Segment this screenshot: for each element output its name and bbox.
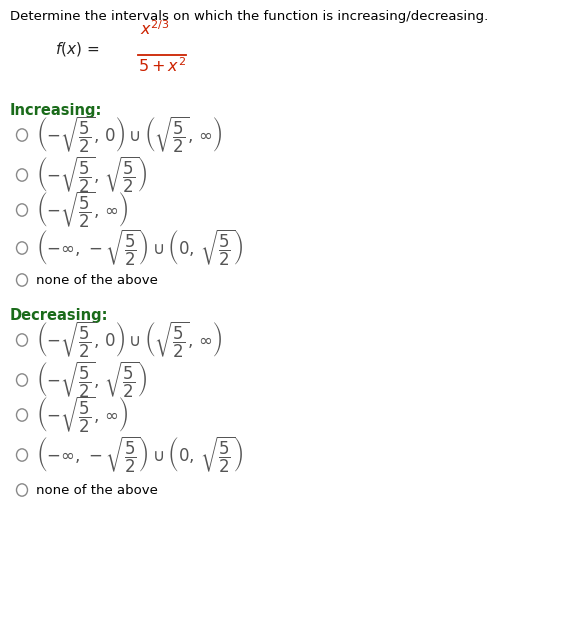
Text: $\left(-\sqrt{\dfrac{5}{2}},\,\sqrt{\dfrac{5}{2}}\right)$: $\left(-\sqrt{\dfrac{5}{2}},\,\sqrt{\dfr… — [36, 359, 147, 400]
Text: $f(x)\,=$: $f(x)\,=$ — [55, 40, 100, 58]
Text: $5 + x^2$: $5 + x^2$ — [138, 56, 186, 75]
Text: $\left(-\infty,\,-\sqrt{\dfrac{5}{2}}\right)\cup\left(0,\,\sqrt{\dfrac{5}{2}}\ri: $\left(-\infty,\,-\sqrt{\dfrac{5}{2}}\ri… — [36, 435, 243, 475]
Text: $\left(-\sqrt{\dfrac{5}{2}},\,\infty\right)$: $\left(-\sqrt{\dfrac{5}{2}},\,\infty\rig… — [36, 190, 128, 230]
Text: Increasing:: Increasing: — [10, 103, 103, 118]
Text: $\left(-\sqrt{\dfrac{5}{2}},\,\infty\right)$: $\left(-\sqrt{\dfrac{5}{2}},\,\infty\rig… — [36, 395, 128, 435]
Text: $\left(-\sqrt{\dfrac{5}{2}},\,0\right)\cup\left(\sqrt{\dfrac{5}{2}},\,\infty\rig: $\left(-\sqrt{\dfrac{5}{2}},\,0\right)\c… — [36, 320, 222, 360]
Text: $\left(-\infty,\,-\sqrt{\dfrac{5}{2}}\right)\cup\left(0,\,\sqrt{\dfrac{5}{2}}\ri: $\left(-\infty,\,-\sqrt{\dfrac{5}{2}}\ri… — [36, 228, 243, 268]
Text: $x^{2/3}$: $x^{2/3}$ — [140, 19, 170, 38]
Text: none of the above: none of the above — [36, 484, 158, 496]
Text: $\left(-\sqrt{\dfrac{5}{2}},\,0\right)\cup\left(\sqrt{\dfrac{5}{2}},\,\infty\rig: $\left(-\sqrt{\dfrac{5}{2}},\,0\right)\c… — [36, 114, 222, 155]
Text: Decreasing:: Decreasing: — [10, 308, 108, 323]
Text: Determine the intervals on which the function is increasing/decreasing.: Determine the intervals on which the fun… — [10, 10, 488, 23]
Text: $\left(-\sqrt{\dfrac{5}{2}},\,\sqrt{\dfrac{5}{2}}\right)$: $\left(-\sqrt{\dfrac{5}{2}},\,\sqrt{\dfr… — [36, 155, 147, 195]
Text: none of the above: none of the above — [36, 273, 158, 287]
